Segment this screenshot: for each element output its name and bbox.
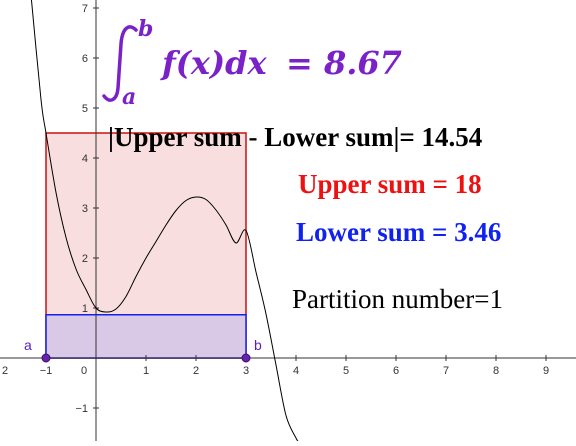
- upper-sum-label: Upper sum = 18: [298, 169, 482, 199]
- partition-number-label: Partition number=1: [292, 284, 503, 314]
- x-tick-label: 9: [543, 365, 549, 377]
- integral-sign: [102, 25, 138, 102]
- y-tick-label: 4: [82, 153, 88, 165]
- point-b-label: b: [254, 337, 262, 353]
- y-tick-label: 5: [82, 103, 88, 115]
- x-tick-label: 0: [81, 365, 87, 377]
- y-tick-label: 3: [82, 203, 88, 215]
- x-tick-label: 1: [143, 365, 149, 377]
- x-tick-label: −1: [40, 365, 53, 377]
- y-tick-label: 7: [82, 3, 88, 15]
- y-tick-label: 1: [82, 303, 88, 315]
- integrand: f(x)dx: [160, 44, 268, 82]
- x-tick-label: 6: [393, 365, 399, 377]
- x-tick-label: 7: [443, 365, 449, 377]
- x-tick-label: 2: [2, 365, 8, 377]
- point-b[interactable]: [241, 353, 251, 363]
- x-tick-label: 2: [193, 365, 199, 377]
- x-tick-label: 4: [293, 365, 299, 377]
- y-tick-label: −1: [75, 403, 88, 415]
- x-tick-label: 8: [493, 365, 499, 377]
- x-tick-label: 3: [243, 365, 249, 377]
- point-a-label: a: [24, 337, 32, 353]
- integral-value: = 8.67: [286, 44, 402, 82]
- function-curve[interactable]: [30, 0, 299, 442]
- integral-lower-limit: a: [122, 84, 136, 110]
- y-axis-ticks: 7 6 5 4 3 2 1 −1: [75, 3, 99, 415]
- point-a[interactable]: [41, 353, 51, 363]
- lower-sum-rectangle[interactable]: [45, 314, 247, 359]
- integral-upper-limit: b: [138, 16, 153, 42]
- integral-expression[interactable]: b a f(x)dx = 8.67: [102, 16, 402, 110]
- x-tick-label: 5: [343, 365, 349, 377]
- y-tick-label: 2: [82, 253, 88, 265]
- y-tick-label: 6: [82, 53, 88, 65]
- sum-difference-label: |Upper sum - Lower sum|= 14.54: [108, 122, 482, 152]
- lower-sum-label: Lower sum = 3.46: [296, 217, 501, 247]
